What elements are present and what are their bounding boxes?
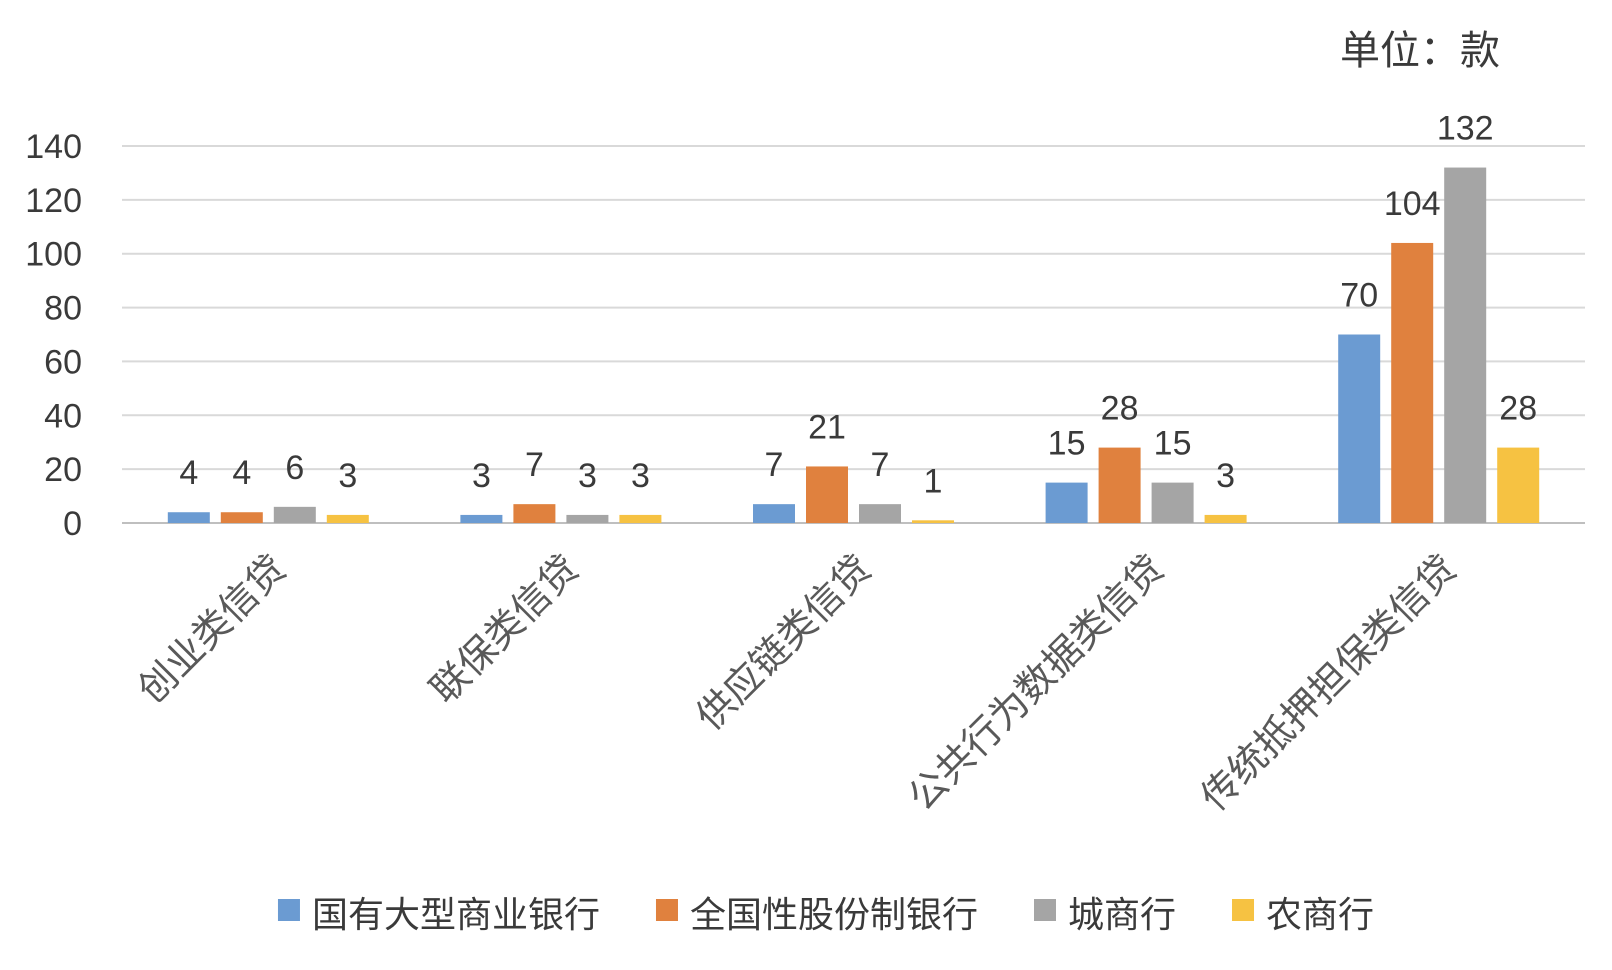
bar bbox=[1497, 447, 1540, 523]
bar bbox=[566, 514, 609, 523]
legend-item: 城商行 bbox=[1034, 895, 1176, 936]
unit-label: 单位：款 bbox=[1340, 28, 1500, 74]
y-tick-label: 40 bbox=[44, 397, 82, 435]
data-label: 28 bbox=[1101, 390, 1139, 428]
legend-item: 国有大型商业银行 bbox=[277, 895, 600, 936]
bar bbox=[1444, 167, 1487, 524]
bar bbox=[1045, 482, 1088, 523]
y-tick-label: 80 bbox=[44, 290, 82, 328]
data-label: 3 bbox=[578, 457, 597, 495]
legend-item: 全国性股份制银行 bbox=[655, 895, 978, 936]
category-label: 供应链类信贷 bbox=[688, 546, 880, 738]
bar bbox=[1204, 514, 1247, 523]
data-label: 6 bbox=[285, 449, 304, 487]
data-label: 7 bbox=[525, 446, 544, 484]
category-label: 创业类信贷 bbox=[129, 546, 294, 711]
y-tick-label: 140 bbox=[25, 128, 82, 166]
legend: 国有大型商业银行 全国性股份制银行 城商行 农商行 bbox=[277, 895, 1374, 936]
data-label: 21 bbox=[808, 408, 846, 446]
bar bbox=[273, 506, 316, 523]
bar bbox=[806, 466, 848, 523]
data-label: 1 bbox=[924, 462, 943, 500]
data-label: 3 bbox=[631, 457, 650, 495]
category-label: 联保类信贷 bbox=[422, 546, 587, 711]
data-label: 3 bbox=[1216, 457, 1235, 495]
data-label: 70 bbox=[1340, 277, 1378, 315]
bar bbox=[753, 504, 795, 523]
y-tick-label: 0 bbox=[63, 505, 82, 543]
bar bbox=[460, 514, 503, 523]
y-tick-label: 100 bbox=[25, 236, 82, 274]
data-label: 3 bbox=[472, 457, 491, 495]
bar bbox=[513, 504, 556, 523]
y-tick-label: 60 bbox=[44, 343, 82, 381]
data-label: 15 bbox=[1154, 425, 1192, 463]
bar bbox=[912, 520, 954, 523]
legend-swatch bbox=[655, 899, 678, 921]
legend-item: 农商行 bbox=[1232, 895, 1374, 936]
data-label: 104 bbox=[1384, 185, 1441, 223]
legend-label: 全国性股份制银行 bbox=[690, 895, 978, 936]
bar bbox=[220, 512, 263, 523]
data-label: 7 bbox=[765, 446, 784, 484]
y-axis-tick-labels: 0 20 40 60 80 100 120 140 bbox=[25, 128, 82, 543]
data-label: 132 bbox=[1437, 110, 1494, 148]
bar bbox=[1391, 242, 1434, 523]
data-label: 15 bbox=[1048, 425, 1086, 463]
category-label: 公共行为数据类信贷 bbox=[900, 546, 1173, 819]
legend-swatch bbox=[1232, 899, 1255, 921]
category-label: 传统抵押担保类信贷 bbox=[1192, 546, 1465, 819]
data-label: 4 bbox=[179, 454, 198, 492]
gridlines bbox=[122, 145, 1585, 524]
data-label: 7 bbox=[871, 446, 890, 484]
legend-label: 城商行 bbox=[1068, 895, 1176, 936]
legend-label: 国有大型商业银行 bbox=[312, 895, 600, 936]
legend-swatch bbox=[277, 899, 300, 921]
data-label: 28 bbox=[1499, 390, 1537, 428]
bar bbox=[619, 514, 662, 523]
bar bbox=[167, 512, 210, 523]
legend-label: 农商行 bbox=[1266, 895, 1374, 936]
data-label: 4 bbox=[232, 454, 251, 492]
legend-swatch bbox=[1034, 899, 1056, 921]
y-tick-label: 20 bbox=[44, 451, 82, 489]
bar bbox=[1098, 447, 1141, 523]
data-label: 3 bbox=[338, 457, 357, 495]
bar bbox=[859, 504, 901, 523]
bar bbox=[1338, 334, 1381, 523]
bars bbox=[167, 167, 1540, 524]
bar bbox=[1151, 482, 1194, 523]
y-tick-label: 120 bbox=[25, 182, 82, 220]
category-labels: 创业类信贷 联保类信贷 供应链类信贷 公共行为数据类信贷 传统抵押担保类信贷 bbox=[129, 546, 1465, 819]
bar bbox=[326, 514, 369, 523]
